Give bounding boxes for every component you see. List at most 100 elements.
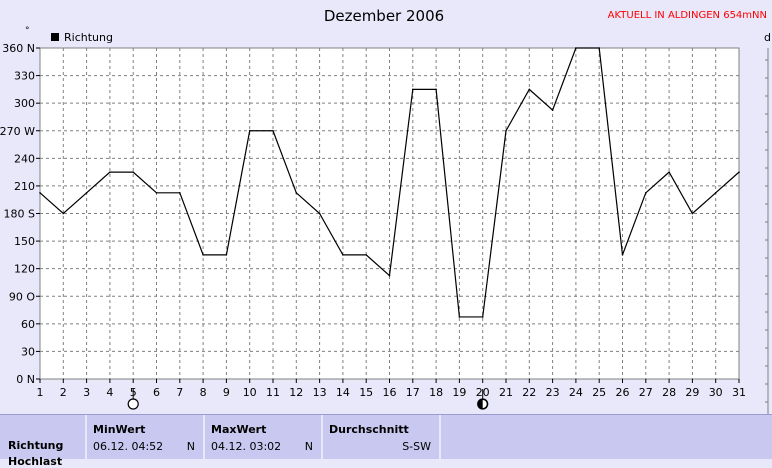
x-tick-label: 22 [522, 386, 536, 399]
x-tick-label: 30 [709, 386, 723, 399]
min-time: 06.12. 04:52 [93, 440, 164, 453]
max-direction: N [304, 440, 313, 453]
data-point [225, 254, 228, 256]
full-moon-icon [127, 398, 139, 410]
data-point [551, 109, 554, 111]
data-point [365, 254, 368, 256]
data-point [109, 171, 111, 173]
x-axis: 1234567891011121314151617181920212223242… [37, 379, 746, 399]
data-point [458, 316, 461, 318]
right-axis-ticks [765, 59, 768, 403]
stats-panel: Richtung Hochlast MinWert 06.12. 04:52 N… [0, 414, 772, 468]
moon-crescent [482, 400, 487, 408]
y-tick-label: 210 [14, 180, 35, 193]
data-point [295, 192, 298, 194]
x-tick-label: 24 [569, 386, 583, 399]
x-tick-label: 12 [289, 386, 303, 399]
x-tick-label: 6 [153, 386, 160, 399]
x-tick-label: 27 [639, 386, 653, 399]
x-tick-label: 2 [60, 386, 67, 399]
data-point [132, 171, 134, 173]
grid [40, 48, 739, 379]
x-tick-label: 11 [266, 386, 280, 399]
data-point [668, 171, 670, 173]
data-point [645, 192, 647, 194]
series-points [39, 47, 740, 318]
station-label: AKTUELL IN ALDINGEN 654mNN [608, 10, 767, 21]
x-tick-label: 28 [662, 386, 676, 399]
y-tick-label: 30 [21, 345, 35, 358]
avg-header: Durchschnitt [329, 423, 409, 436]
data-point [202, 254, 204, 256]
max-cell: MaxWert 04.12. 03:02 N [205, 415, 323, 459]
y-tick-label: 120 [14, 263, 35, 276]
data-point [481, 316, 484, 318]
data-point [85, 192, 88, 194]
y-tick-label: 270 W [0, 125, 35, 138]
data-point [714, 192, 717, 194]
min-direction: N [186, 440, 195, 453]
data-point [272, 129, 274, 132]
x-tick-label: 31 [732, 386, 746, 399]
max-header: MaxWert [211, 423, 267, 436]
x-tick-label: 17 [406, 386, 420, 399]
small-mark: ° [25, 26, 30, 36]
x-tick-label: 8 [200, 386, 207, 399]
legend-swatch [51, 33, 59, 41]
avg-direction: S-SW [402, 440, 431, 453]
x-tick-label: 7 [176, 386, 183, 399]
x-tick-label: 18 [429, 386, 443, 399]
data-point [738, 171, 740, 173]
min-header: MinWert [93, 423, 146, 436]
data-point [155, 192, 158, 194]
legend-entry-richtung: Richtung [64, 31, 113, 44]
y-tick-label: 90 O [9, 290, 35, 303]
x-tick-label: 21 [499, 386, 513, 399]
x-tick-label: 15 [359, 386, 373, 399]
data-point [621, 254, 624, 256]
x-tick-label: 3 [83, 386, 90, 399]
y-tick-label: 180 S [4, 208, 35, 221]
right-axis-label: d [764, 31, 771, 44]
y-tick-label: 360 N [2, 42, 35, 55]
data-point [691, 212, 694, 215]
data-point [388, 274, 391, 277]
data-point [39, 192, 41, 194]
data-point [505, 129, 507, 132]
stats-label-cell: Richtung Hochlast [0, 415, 87, 468]
chart-title: Dezember 2006 [324, 7, 444, 25]
y-axis: 0 N 30 60 90 O 120 150 180 S 210 240 270 W 300 330 3… [0, 42, 40, 386]
x-tick-label: 9 [223, 386, 230, 399]
data-point [318, 212, 321, 215]
x-tick-label: 14 [336, 386, 350, 399]
x-tick-label: 1 [37, 386, 44, 399]
data-point [575, 47, 577, 49]
x-tick-label: 29 [685, 386, 699, 399]
x-tick-label: 19 [452, 386, 466, 399]
y-tick-label: 330 [14, 70, 35, 83]
data-point [598, 47, 600, 49]
stats-row-label-2: Hochlast [8, 455, 63, 468]
moon-phases [127, 389, 489, 410]
y-tick-label: 300 [14, 97, 35, 110]
x-tick-label: 26 [616, 386, 630, 399]
data-point [179, 192, 181, 194]
data-point [435, 88, 437, 91]
y-tick-label: 60 [21, 318, 35, 331]
y-tick-label: 240 [14, 152, 35, 165]
data-point [342, 254, 344, 256]
stats-row-label: Richtung [8, 439, 64, 452]
y-tick-label: 150 [14, 235, 35, 248]
x-tick-label: 16 [383, 386, 397, 399]
min-cell: MinWert 06.12. 04:52 N [87, 415, 205, 459]
x-tick-label: 13 [313, 386, 327, 399]
max-time: 04.12. 03:02 [211, 440, 282, 453]
x-tick-label: 4 [106, 386, 113, 399]
y-tick-label: 0 N [16, 373, 35, 386]
data-point [248, 129, 251, 132]
data-point [412, 88, 414, 91]
x-tick-label: 10 [243, 386, 257, 399]
avg-cell: Durchschnitt S-SW [323, 415, 441, 459]
data-point [62, 212, 65, 215]
x-tick-label: 25 [592, 386, 606, 399]
